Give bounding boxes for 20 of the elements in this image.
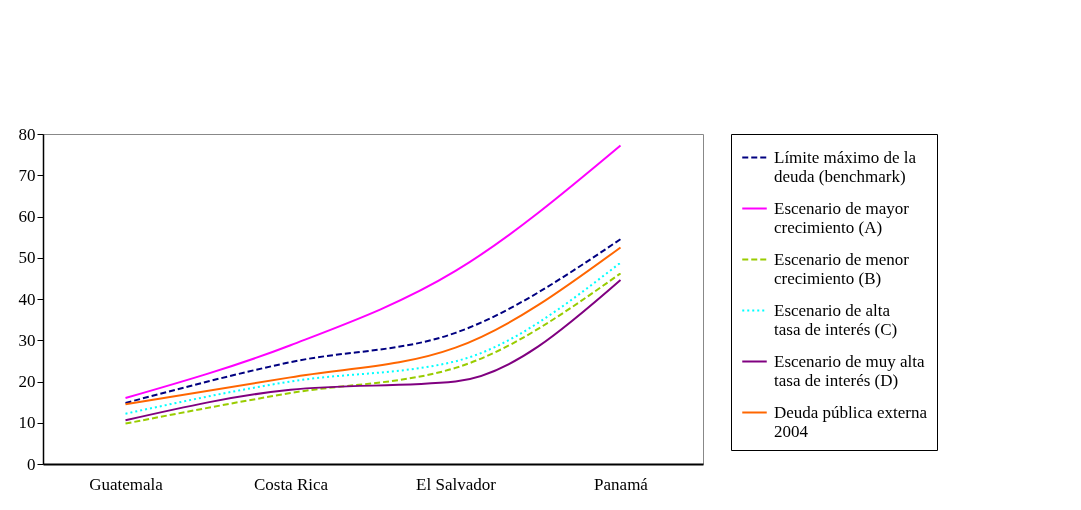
y-tick-label: 30 xyxy=(18,330,36,350)
y-tick-label: 50 xyxy=(18,248,36,268)
legend-label: Deuda pública externa 2004 xyxy=(774,402,928,441)
y-tick-label: 40 xyxy=(18,289,36,309)
y-tick-label: 0 xyxy=(27,454,36,474)
legend-label: Escenario de mayor crecimiento (A) xyxy=(774,198,910,237)
legend-label: Límite máximo de la deuda (benchmark) xyxy=(774,147,917,186)
legend-label: Escenario de alta tasa de interés (C) xyxy=(774,300,898,339)
legend-label: Escenario de menor crecimiento (B) xyxy=(774,249,910,288)
line-series xyxy=(124,144,622,399)
x-tick-label: Guatemala xyxy=(89,474,164,494)
x-tick-label: Costa Rica xyxy=(253,474,329,494)
x-tick-label: Panamá xyxy=(594,474,649,494)
y-tick-label: 60 xyxy=(18,207,36,226)
y-tick-label: 10 xyxy=(18,413,36,433)
x-tick-label: El Salvador xyxy=(416,474,497,494)
y-tick-label: 20 xyxy=(18,372,36,391)
y-tick-label: 70 xyxy=(18,165,36,185)
legend-label: Escenario de muy alta tasa de interés (D) xyxy=(774,351,926,390)
y-tick-label: 80 xyxy=(18,124,36,144)
